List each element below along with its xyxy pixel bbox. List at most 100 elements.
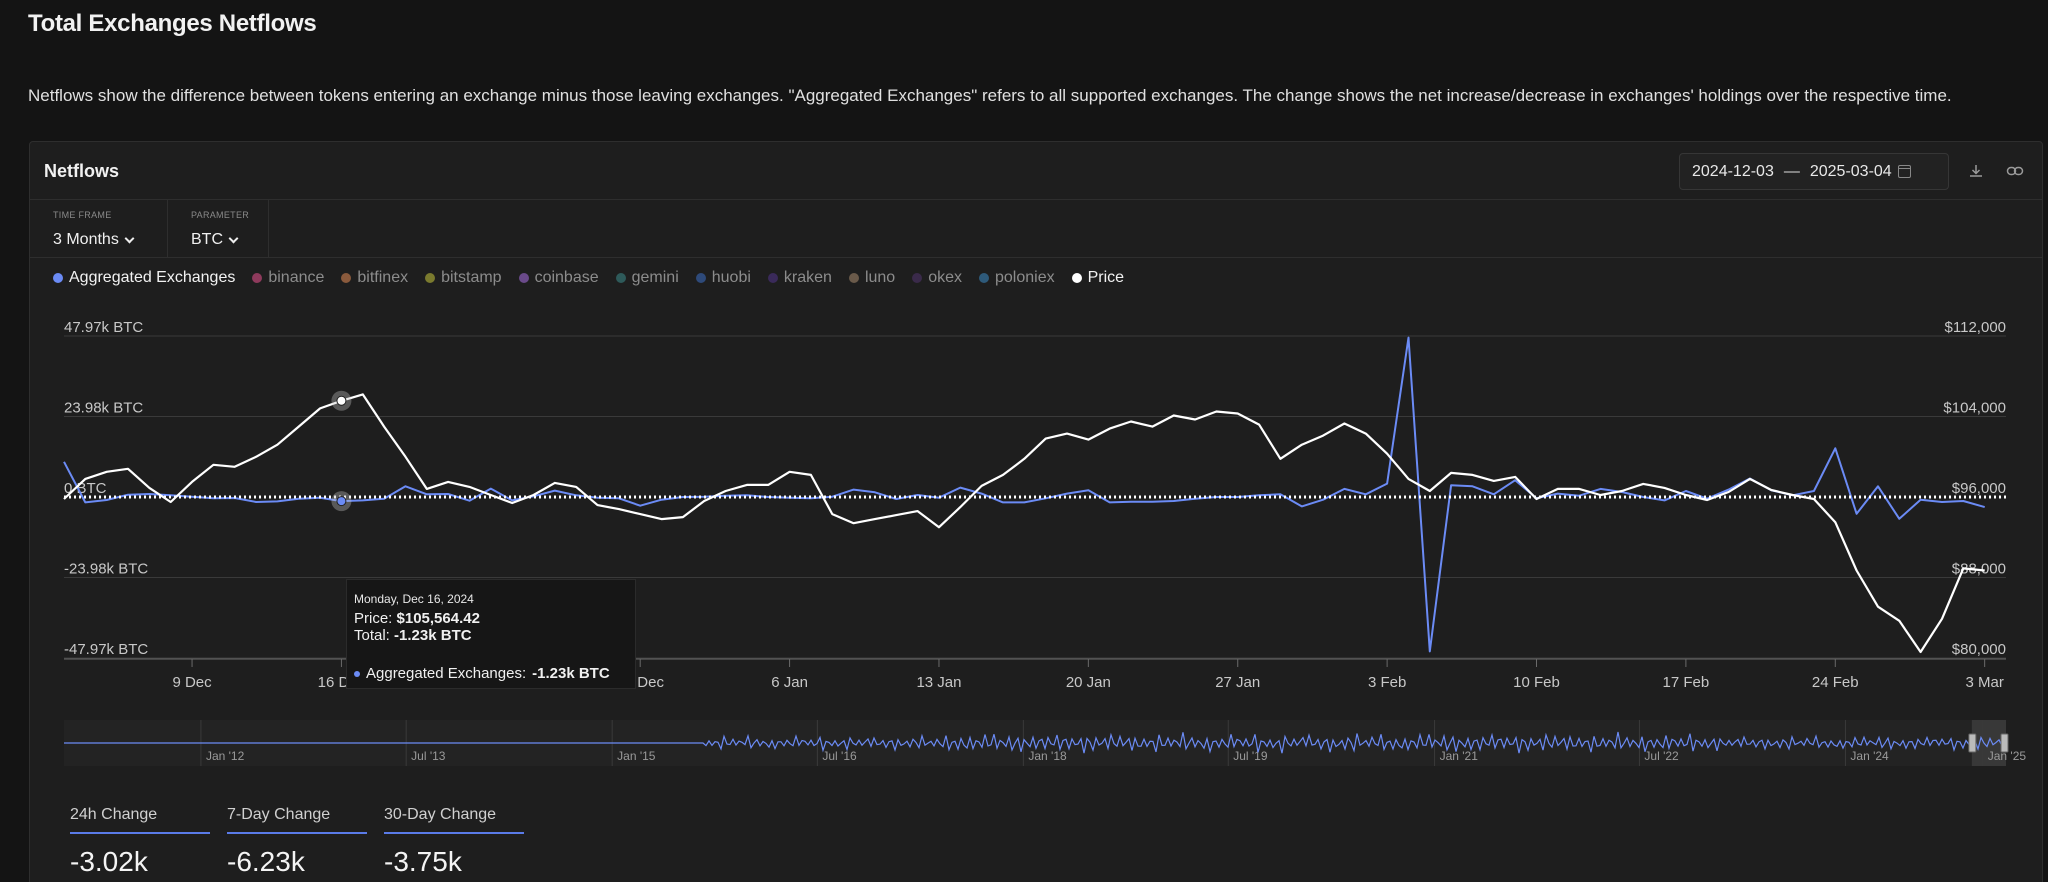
navigator-tick-label: Jul '19	[1233, 749, 1268, 763]
page-description: Netflows show the difference between tok…	[28, 86, 1952, 105]
legend-label: Aggregated Exchanges	[69, 269, 236, 286]
tooltip-price-row: Price: $105,564.42	[354, 610, 628, 627]
date-from: 2024-12-03	[1692, 162, 1774, 180]
legend-label: binance	[268, 269, 325, 286]
tooltip-total-value: -1.23k BTC	[394, 627, 472, 644]
navigator-series-line	[64, 731, 2006, 754]
change-30d[interactable]: 30-Day Change -3.75k BTC	[384, 806, 524, 882]
legend-item-binance[interactable]: binance	[252, 269, 324, 287]
legend-item-coinbase[interactable]: coinbase	[518, 269, 599, 287]
y-left-tick-label: -23.98k BTC	[64, 560, 148, 577]
parameter-label: PARAMETER	[191, 210, 250, 220]
legend-dot	[767, 273, 778, 283]
legend-label: bitstamp	[441, 269, 502, 286]
y-right-tick-label: $80,000	[1952, 641, 2006, 658]
x-tick-label: 20 Jan	[1066, 674, 1111, 691]
legend-dot	[53, 273, 63, 283]
navigator-tick-label: Jul '22	[1644, 749, 1679, 763]
change-30d-value: -3.75k BTC	[384, 846, 462, 882]
timeframe-value: 3 Months	[53, 231, 119, 248]
link-icon[interactable]	[2006, 162, 2024, 180]
legend-item-bitfinex[interactable]: bitfinex	[341, 269, 408, 287]
legend-item-huobi[interactable]: huobi	[695, 269, 751, 287]
change-stats: 24h Change -3.02k BTC 7-Day Change -6.23…	[70, 806, 541, 882]
legend-item-okex[interactable]: okex	[912, 269, 962, 287]
tooltip-series-row: Aggregated Exchanges: -1.23k BTC	[354, 665, 610, 682]
y-right-tick-label: $112,000	[1945, 319, 2006, 336]
x-tick-label: 13 Jan	[916, 674, 961, 691]
navigator-tick-label: Jul '13	[411, 749, 446, 763]
legend-label: bitfinex	[357, 269, 409, 286]
legend-dot	[1071, 273, 1082, 283]
tooltip-date: Monday, Dec 16, 2024	[354, 592, 474, 606]
legend-item-aggregated-exchanges[interactable]: Aggregated Exchanges	[53, 269, 235, 287]
legend-label: huobi	[711, 269, 751, 286]
tooltip-series-dot	[354, 670, 360, 677]
y-right-tick-label: $104,000	[1943, 400, 2006, 417]
page-title: Total Exchanges Netflows	[28, 10, 317, 37]
y-right-tick-label: $96,000	[1952, 480, 2006, 497]
calendar-icon[interactable]	[1897, 165, 1911, 178]
navigator-tick-label: Jan '21	[1440, 749, 1479, 763]
card-header: Netflows 2024-12-03 — 2025-03-04	[30, 142, 2042, 200]
legend-label: kraken	[783, 269, 832, 286]
navigator-tick-label: Jan '24	[1850, 749, 1889, 763]
legend-item-kraken[interactable]: kraken	[767, 269, 832, 287]
legend-item-poloniex[interactable]: poloniex	[978, 269, 1055, 287]
legend-dot	[252, 273, 263, 283]
legend-label: luno	[864, 269, 896, 286]
x-tick-label: 9 Dec	[172, 674, 212, 691]
legend-dot	[978, 273, 989, 283]
legend-item-price[interactable]: Price	[1071, 269, 1125, 287]
y-left-tick-label: 47.97k BTC	[64, 319, 143, 336]
date-to: 2025-03-04	[1809, 162, 1892, 180]
chart-controls: TIME FRAME 3 Months PARAMETER BTC	[30, 200, 2042, 258]
x-tick-label: 3 Mar	[1965, 674, 2003, 691]
navigator-tick-label: Jan '12	[206, 749, 245, 763]
legend-label: Price	[1087, 269, 1125, 286]
tooltip-price-label: Price:	[354, 610, 393, 627]
navigator-tick-label: Jan '25	[1988, 749, 2027, 763]
y-left-tick-label: 23.98k BTC	[64, 400, 143, 417]
navigator-tick-label: Jul '16	[822, 749, 857, 763]
change-7d-value: -6.23k BTC	[227, 846, 305, 882]
download-icon[interactable]	[1967, 162, 1985, 180]
tooltip-series-label: Aggregated Exchanges:	[366, 665, 527, 682]
legend-item-bitstamp[interactable]: bitstamp	[425, 269, 502, 287]
navigator-tick-label: Jan '18	[1028, 749, 1067, 763]
change-24h[interactable]: 24h Change -3.02k BTC	[70, 806, 210, 882]
navigator-handle[interactable]	[1968, 733, 1977, 753]
chart-tooltip: Monday, Dec 16, 2024 Price: $105,564.42 …	[346, 579, 636, 689]
legend-dot	[341, 273, 352, 283]
x-tick-label: 27 Jan	[1215, 674, 1260, 691]
date-range-picker[interactable]: 2024-12-03 — 2025-03-04	[1679, 153, 1949, 190]
change-7d[interactable]: 7-Day Change -6.23k BTC	[227, 806, 367, 882]
change-24h-value: -3.02k BTC	[70, 846, 148, 882]
legend-dot	[425, 273, 436, 283]
x-tick-label: 17 Feb	[1663, 674, 1710, 691]
x-tick-label: 6 Jan	[771, 674, 808, 691]
timeframe-label: TIME FRAME	[53, 210, 112, 220]
timeframe-select[interactable]: 3 Months	[53, 231, 167, 249]
legend-dot	[518, 273, 529, 283]
navigator-handle[interactable]	[2000, 733, 2009, 753]
series-line-price	[63, 393, 1985, 654]
card-title: Netflows	[44, 161, 120, 181]
date-separator: —	[1783, 162, 1800, 180]
legend-label: poloniex	[994, 269, 1055, 286]
timeframe-control[interactable]: TIME FRAME 3 Months	[30, 200, 168, 258]
legend-item-gemini[interactable]: gemini	[615, 269, 679, 287]
legend-label: gemini	[631, 269, 679, 286]
navigator-tick-label: Jan '15	[617, 749, 656, 763]
x-tick-label: 10 Feb	[1513, 674, 1560, 691]
x-tick-label: 3 Feb	[1368, 674, 1406, 691]
parameter-select[interactable]: BTC	[191, 231, 268, 249]
legend-dot	[695, 273, 706, 283]
legend-dot	[848, 273, 859, 283]
tooltip-total-row: Total: -1.23k BTC	[354, 627, 628, 644]
legend-item-luno[interactable]: luno	[848, 269, 896, 287]
x-tick-label: 24 Feb	[1812, 674, 1859, 691]
parameter-control[interactable]: PARAMETER BTC	[168, 200, 269, 258]
tooltip-price-value: $105,564.42	[396, 610, 480, 627]
